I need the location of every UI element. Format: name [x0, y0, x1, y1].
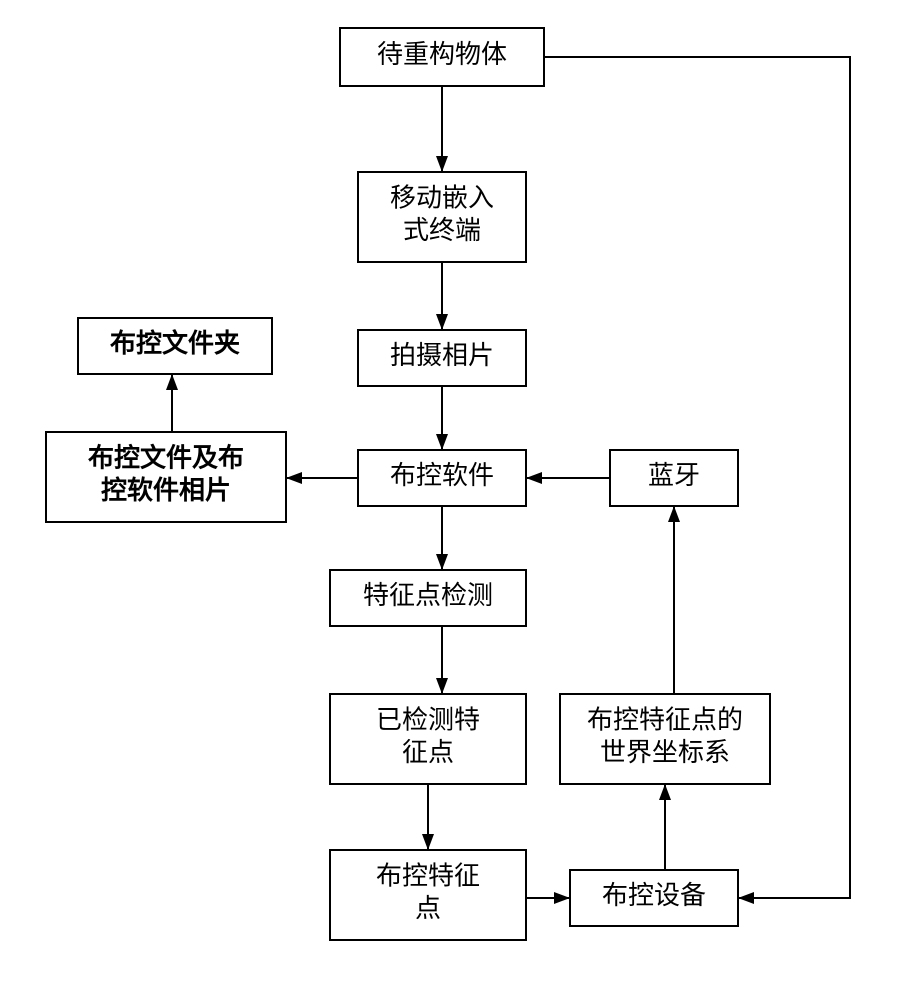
svg-text:布控文件及布: 布控文件及布 — [88, 443, 244, 473]
node-n5: 特征点检测 — [330, 570, 526, 626]
svg-text:点: 点 — [415, 894, 441, 923]
svg-text:世界坐标系: 世界坐标系 — [600, 738, 730, 767]
svg-text:控软件相片: 控软件相片 — [101, 476, 231, 505]
node-n10: 蓝牙 — [610, 450, 738, 506]
flowchart-canvas: 待重构物体移动嵌入式终端拍摄相片布控软件特征点检测已检测特征点布控特征点 布控设备… — [0, 0, 906, 1000]
svg-text:已检测特: 已检测特 — [376, 706, 480, 735]
svg-text:布控特征点的: 布控特征点的 — [587, 706, 743, 735]
node-n3: 拍摄相片 — [358, 330, 526, 386]
node-n6: 已检测特征点 — [330, 694, 526, 784]
svg-text:布控设备: 布控设备 — [602, 881, 706, 910]
svg-text:布控特征: 布控特征 — [376, 862, 480, 891]
node-n1: 待重构物体 — [340, 28, 544, 86]
node-n2: 移动嵌入式终端 — [358, 172, 526, 262]
svg-text:征点: 征点 — [402, 738, 454, 767]
svg-text:拍摄相片: 拍摄相片 — [390, 341, 494, 370]
svg-text:布控文件夹: 布控文件夹 — [110, 328, 240, 358]
node-n11: 布控文件及布控软件相片 — [46, 432, 286, 522]
svg-text:特征点检测: 特征点检测 — [363, 581, 493, 610]
node-n8: 布控设备 — [570, 870, 738, 926]
svg-text:蓝牙: 蓝牙 — [648, 461, 700, 490]
node-n4: 布控软件 — [358, 450, 526, 506]
node-n9: 布控特征点的世界坐标系 — [560, 694, 770, 784]
svg-text:式终端: 式终端 — [403, 216, 481, 245]
svg-text:移动嵌入: 移动嵌入 — [390, 184, 494, 213]
node-n7: 布控特征点 — [330, 850, 526, 940]
node-n12: 布控文件夹 — [78, 318, 272, 374]
svg-text:待重构物体: 待重构物体 — [377, 40, 507, 69]
svg-text:布控软件: 布控软件 — [390, 461, 494, 490]
